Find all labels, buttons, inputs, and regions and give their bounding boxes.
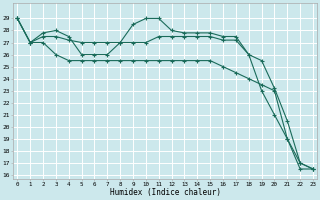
- X-axis label: Humidex (Indice chaleur): Humidex (Indice chaleur): [110, 188, 221, 197]
